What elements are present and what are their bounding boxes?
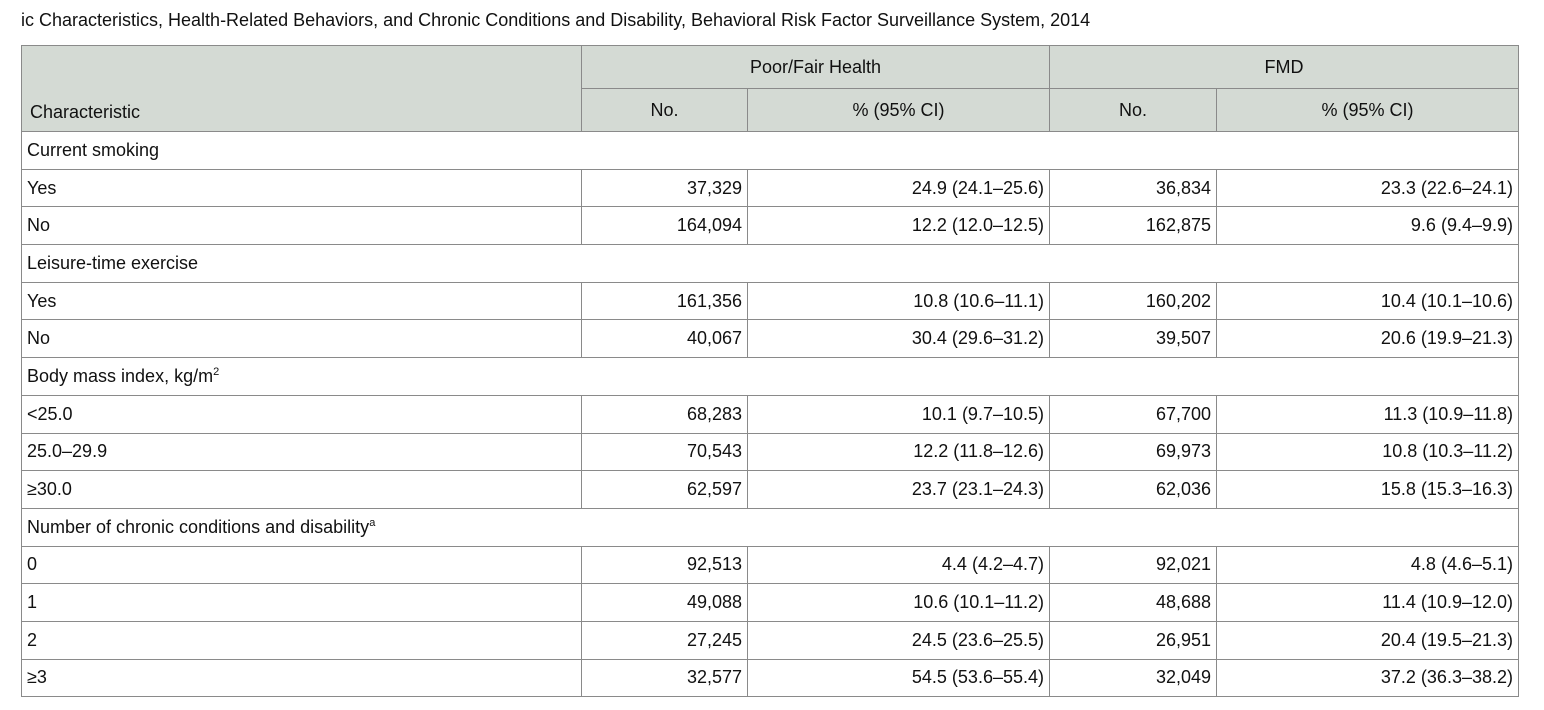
cell: 9.6 (9.4–9.9) bbox=[1216, 206, 1519, 246]
sub-header: % (95% CI) bbox=[747, 88, 1050, 132]
cell: 26,951 bbox=[1049, 620, 1217, 660]
cell: 69,973 bbox=[1049, 432, 1217, 472]
cell: 62,597 bbox=[581, 470, 748, 509]
data-row: 25.0–29.9 70,543 12.2 (11.8–12.6) 69,973 10.… bbox=[21, 432, 1519, 472]
cell: 4.4 (4.2–4.7) bbox=[747, 545, 1050, 585]
section-row: Body mass index, kg/m2 bbox=[21, 357, 1519, 396]
cell: 32,049 bbox=[1049, 658, 1217, 698]
row-label: <25.0 bbox=[21, 394, 582, 434]
row-label: Yes bbox=[21, 281, 582, 321]
cell: 12.2 (12.0–12.5) bbox=[747, 206, 1050, 246]
cell: 68,283 bbox=[581, 394, 748, 434]
cell: 161,356 bbox=[581, 281, 748, 321]
header-row: No.% (95% CI) No.% (95% CI) bbox=[22, 88, 1519, 132]
row-label: 1 bbox=[21, 583, 582, 622]
data-table: Characteristic Poor/Fair Health FMD No.%… bbox=[21, 45, 1519, 698]
cell: 67,700 bbox=[1049, 394, 1217, 434]
cell: 24.5 (23.6–25.5) bbox=[747, 620, 1050, 660]
data-row: 2 27,245 24.5 (23.6–25.5) 26,951 20.4 (19.5–… bbox=[21, 620, 1519, 660]
data-row: ≥3 32,577 54.5 (53.6–55.4) 32,049 37.2 (36.3… bbox=[21, 658, 1519, 698]
cell: 162,875 bbox=[1049, 206, 1217, 246]
cell: 24.9 (24.1–25.6) bbox=[747, 168, 1050, 208]
sub-header: No. bbox=[581, 88, 748, 132]
row-label: 0 bbox=[21, 545, 582, 585]
section-cell: Leisure-time exercise bbox=[21, 244, 1519, 283]
row-label: Yes bbox=[21, 168, 582, 208]
cell: 20.4 (19.5–21.3) bbox=[1216, 620, 1519, 660]
cell: 92,513 bbox=[581, 545, 748, 585]
data-row: No 164,094 12.2 (12.0–12.5) 162,875 9.6 (9.4… bbox=[21, 206, 1519, 246]
cell: 37.2 (36.3–38.2) bbox=[1216, 658, 1519, 698]
table-body: Current smoking Yes 37,329 24.9 (24.1–25.6)… bbox=[21, 131, 1519, 698]
row-label: No bbox=[21, 319, 582, 359]
superscript: 2 bbox=[213, 365, 220, 378]
cell: 10.8 (10.6–11.1) bbox=[747, 281, 1050, 321]
header-row: Characteristic Poor/Fair Health FMD bbox=[21, 45, 1519, 132]
cell: 4.8 (4.6–5.1) bbox=[1216, 545, 1519, 585]
row-label: 25.0–29.9 bbox=[21, 432, 582, 472]
cell: 48,688 bbox=[1049, 583, 1217, 622]
sub-header: % (95% CI) bbox=[1216, 88, 1519, 132]
cell: 30.4 (29.6–31.2) bbox=[747, 319, 1050, 359]
cell: 10.6 (10.1–11.2) bbox=[747, 583, 1050, 622]
sub-header: No. bbox=[1049, 88, 1217, 132]
cell: 37,329 bbox=[581, 168, 748, 208]
cell: 12.2 (11.8–12.6) bbox=[747, 432, 1050, 472]
cell: 10.4 (10.1–10.6) bbox=[1216, 281, 1519, 321]
section-row: Number of chronic conditions and disabil… bbox=[21, 507, 1519, 547]
cell: 36,834 bbox=[1049, 168, 1217, 208]
corner-header: Characteristic bbox=[21, 45, 582, 132]
section-label: Number of chronic conditions and disabil… bbox=[27, 516, 370, 537]
cell: 32,577 bbox=[581, 658, 748, 698]
cell: 92,021 bbox=[1049, 545, 1217, 585]
cell: 62,036 bbox=[1049, 470, 1217, 509]
row-label: No bbox=[21, 206, 582, 246]
cell: 11.4 (10.9–12.0) bbox=[1216, 583, 1519, 622]
cell: 15.8 (15.3–16.3) bbox=[1216, 470, 1519, 509]
row-label: ≥3 bbox=[21, 658, 582, 698]
section-cell: Body mass index, kg/m2 bbox=[21, 357, 1519, 396]
cell: 20.6 (19.9–21.3) bbox=[1216, 319, 1519, 359]
cell: 11.3 (10.9–11.8) bbox=[1216, 394, 1519, 434]
cell: 27,245 bbox=[581, 620, 748, 660]
data-row: ≥30.0 62,597 23.7 (23.1–24.3) 62,036 15.8 (1… bbox=[21, 470, 1519, 509]
section-cell: Current smoking bbox=[21, 131, 1519, 170]
cell: 10.8 (10.3–11.2) bbox=[1216, 432, 1519, 472]
data-row: <25.0 68,283 10.1 (9.7–10.5) 67,700 11.3 (10… bbox=[21, 394, 1519, 434]
data-row: Yes 161,356 10.8 (10.6–11.1) 160,202 10.4 (1… bbox=[21, 281, 1519, 321]
cell: 23.3 (22.6–24.1) bbox=[1216, 168, 1519, 208]
section-label: Leisure-time exercise bbox=[27, 252, 199, 273]
superscript: a bbox=[369, 516, 376, 529]
cell: 10.1 (9.7–10.5) bbox=[747, 394, 1050, 434]
section-row: Leisure-time exercise bbox=[21, 244, 1519, 283]
group-header: FMD bbox=[1049, 45, 1519, 89]
cell: 160,202 bbox=[1049, 281, 1217, 321]
cell: 40,067 bbox=[581, 319, 748, 359]
row-label: ≥30.0 bbox=[21, 470, 582, 509]
table-caption: ic Characteristics, Health-Related Behav… bbox=[21, 10, 1091, 30]
section-row: Current smoking bbox=[21, 131, 1519, 170]
row-label: 2 bbox=[21, 620, 582, 660]
cell: 54.5 (53.6–55.4) bbox=[747, 658, 1050, 698]
cell: 70,543 bbox=[581, 432, 748, 472]
cell: 49,088 bbox=[581, 583, 748, 622]
cell: 23.7 (23.1–24.3) bbox=[747, 470, 1050, 509]
data-row: No 40,067 30.4 (29.6–31.2) 39,507 20.6 (19.9… bbox=[21, 319, 1519, 359]
data-row: 1 49,088 10.6 (10.1–11.2) 48,688 11.4 (10.9–… bbox=[21, 583, 1519, 622]
data-row: 0 92,513 4.4 (4.2–4.7) 92,021 4.8 (4.6–5.1) bbox=[21, 545, 1519, 585]
group-header: Poor/Fair Health bbox=[581, 45, 1050, 89]
section-cell: Number of chronic conditions and disabil… bbox=[21, 507, 1519, 547]
cell: 164,094 bbox=[581, 206, 748, 246]
section-label: Body mass index, kg/m bbox=[27, 365, 214, 386]
cell: 39,507 bbox=[1049, 319, 1217, 359]
section-label: Current smoking bbox=[27, 139, 160, 160]
table-head: Characteristic Poor/Fair Health FMD No.%… bbox=[21, 45, 1519, 132]
data-row: Yes 37,329 24.9 (24.1–25.6) 36,834 23.3 (22.… bbox=[21, 168, 1519, 208]
